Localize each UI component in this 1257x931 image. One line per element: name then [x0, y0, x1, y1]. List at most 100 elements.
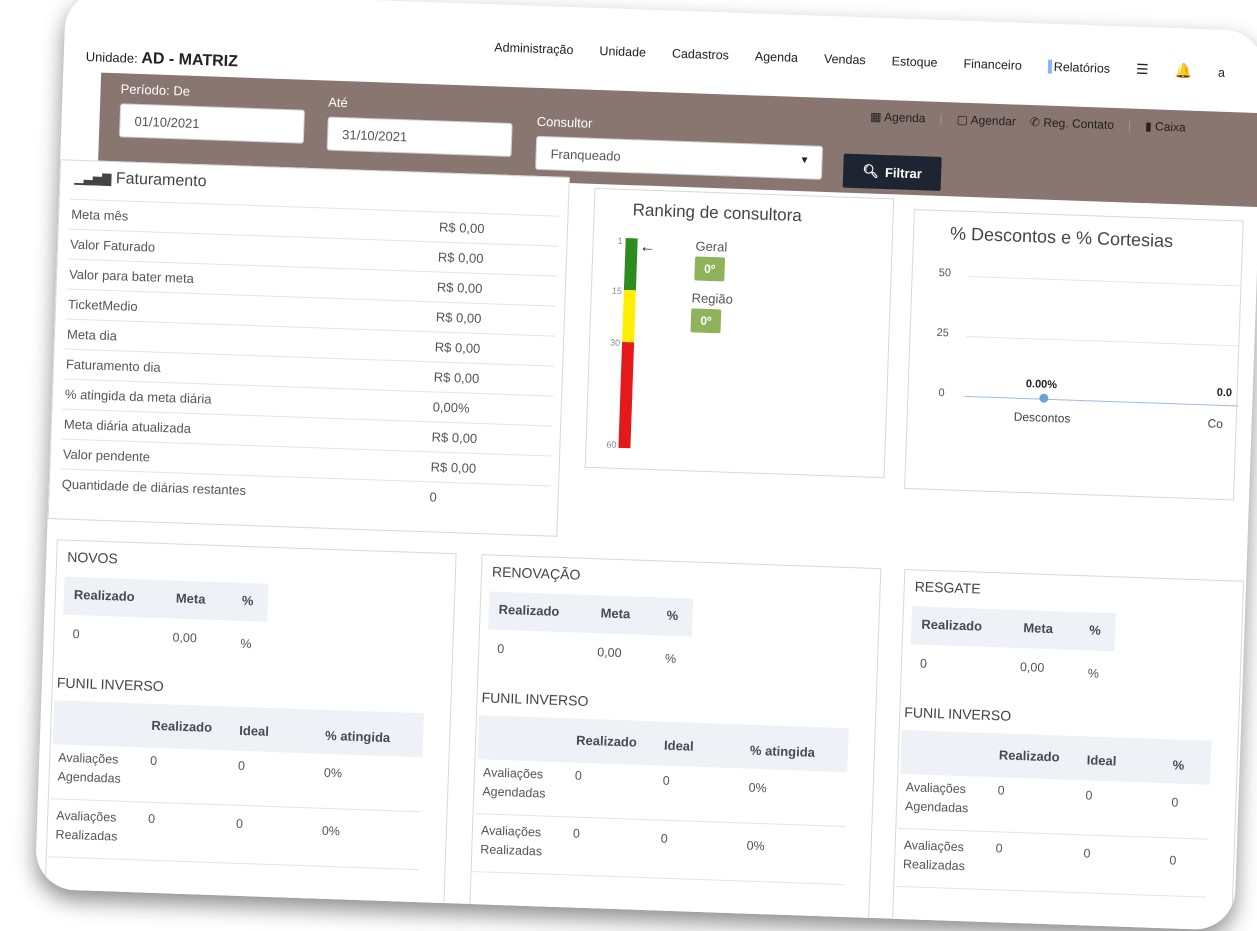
nav-financeiro[interactable]: Financeiro: [963, 56, 1023, 73]
faturamento-title: ▁▃▅▇ Faturamento: [74, 169, 207, 192]
funil-row-label: Avaliações: [55, 808, 117, 825]
funil-row-realizado: 0: [574, 768, 583, 783]
indicator-sections: NOVOS Realizado Meta% 0 0,00% FUNIL INVERSO Re…: [44, 0, 1257, 931]
calendar-icon: ▦: [869, 109, 882, 124]
agendar-action[interactable]: ▢ Agendar: [956, 112, 1016, 128]
nav-cadastros[interactable]: Cadastros: [671, 46, 730, 63]
summary-header-meta: Meta: [600, 605, 631, 622]
summary-meta: 0,00: [597, 645, 622, 661]
faturamento-row-label: Valor para bater meta: [68, 266, 195, 286]
funil-row-realizado: 0: [572, 826, 581, 841]
list-icon[interactable]: ☰: [1135, 60, 1149, 78]
funil-row-realizado: 0: [995, 841, 1003, 856]
funil-title: FUNIL INVERSO: [904, 704, 1012, 724]
consultant-select-value: Franqueado: [550, 146, 621, 164]
gauge-green-segment: [623, 238, 638, 291]
funil-row-realizado: 0: [997, 783, 1005, 798]
section-title: RENOVAÇÃO: [491, 563, 581, 583]
funil-row-label: Agendadas: [482, 784, 546, 801]
funil-row-ideal: 0: [660, 831, 668, 846]
unit-indicator: Unidade: AD - MATRIZ: [85, 48, 238, 71]
nav-administracao[interactable]: Administração: [494, 39, 574, 57]
faturamento-row-value: R$ 0,00: [430, 459, 477, 476]
funil-header-realizado: Realizado: [998, 747, 1060, 765]
funil-row-label: Agendadas: [57, 769, 122, 786]
gauge-tick: 1: [617, 235, 623, 246]
funil-row-pct: 0%: [746, 838, 765, 854]
funil-row-ideal: 0: [237, 758, 246, 774]
funil-row-ideal: 0: [662, 773, 671, 788]
quick-actions: ▦ Agenda | ▢ Agendar ✆ Reg. Contato | ▮ …: [870, 109, 1186, 134]
reg-contato-action[interactable]: ✆ Reg. Contato: [1030, 115, 1115, 132]
row-divider: [473, 871, 844, 886]
bookmark-icon: ▮: [1144, 119, 1152, 134]
x-axis-label: Co: [1207, 416, 1224, 431]
chevron-down-icon: ▼: [799, 155, 810, 167]
faturamento-row-label: Meta diária atualizada: [63, 416, 192, 436]
row-divider: [898, 827, 1209, 840]
signal-bars-icon: ▁▃▅▇: [74, 170, 112, 187]
agendar-action-label: Agendar: [970, 112, 1017, 129]
funil-header-ideal: Ideal: [1086, 752, 1117, 769]
funil-title: FUNIL INVERSO: [56, 674, 164, 695]
caixa-action-label: Caixa: [1154, 119, 1186, 135]
row-divider: [896, 885, 1207, 898]
faturamento-row-label: Meta mês: [70, 206, 129, 224]
funil-row-ideal: 0: [235, 816, 244, 832]
summary-meta: 0,00: [172, 630, 198, 646]
period-from-label: Período: De: [120, 81, 191, 99]
period-from-input[interactable]: 01/10/2021: [118, 103, 306, 144]
section-title: NOVOS: [66, 548, 119, 567]
caixa-action[interactable]: ▮ Caixa: [1145, 119, 1186, 134]
funil-header-pct: % atingida: [324, 727, 391, 746]
funil-row-pct: 0: [1171, 795, 1179, 810]
agenda-action-label: Agenda: [883, 109, 926, 126]
funil-row-label: Avaliações: [58, 750, 119, 767]
bell-icon[interactable]: 🔔: [1174, 62, 1193, 79]
gauge-tick: 30: [609, 337, 621, 348]
descontos-title: % Descontos e % Cortesias: [949, 223, 1174, 252]
gridline: [966, 335, 1241, 347]
phone-icon: ✆: [1029, 115, 1041, 130]
summary-header-pct: %: [241, 592, 254, 609]
funil-row-label: Realizadas: [55, 827, 118, 844]
filter-button-label: Filtrar: [884, 164, 923, 181]
nav-estoque[interactable]: Estoque: [891, 53, 938, 70]
agenda-action[interactable]: ▦ Agenda: [870, 109, 926, 125]
faturamento-row-value: R$ 0,00: [436, 279, 483, 297]
funil-row-ideal: 0: [1083, 846, 1091, 861]
faturamento-row-label: Quantidade de diárias restantes: [61, 476, 247, 498]
funil-row-label: Avaliações: [482, 765, 544, 782]
section-panel: RENOVAÇÃO Realizado Meta% 0 0,00% FUNIL INVER…: [469, 554, 882, 928]
funil-header-ideal: Ideal: [239, 722, 270, 739]
summary-realizado: 0: [919, 656, 928, 671]
summary-header-pct: %: [1089, 622, 1102, 638]
funil-row-label: Avaliações: [480, 823, 542, 840]
gauge-tick: 60: [606, 439, 617, 450]
geral-label: Geral: [695, 238, 728, 255]
nav-unidade[interactable]: Unidade: [599, 43, 647, 60]
period-to-input[interactable]: 31/10/2021: [326, 116, 513, 157]
regiao-badge: 0º: [690, 308, 722, 334]
y-axis-tick: 50: [938, 266, 952, 280]
gridline: [968, 276, 1243, 287]
gauge-yellow-segment: [622, 289, 636, 343]
ranking-title: Ranking de consultora: [632, 200, 803, 226]
nav-agenda[interactable]: Agenda: [754, 48, 799, 65]
filter-button[interactable]: 🔍︎ Filtrar: [842, 153, 942, 191]
summary-header-realizado: Realizado: [921, 616, 983, 634]
consultant-select[interactable]: Franqueado ▼: [535, 135, 824, 180]
geral-badge: 0º: [694, 256, 726, 282]
section-title: RESGATE: [914, 578, 981, 597]
nav-truncated-item[interactable]: a: [1217, 65, 1226, 80]
funil-row-realizado: 0: [147, 811, 156, 826]
faturamento-row-value: R$ 0,00: [435, 309, 482, 327]
faturamento-row-value: R$ 0,00: [433, 369, 480, 386]
nav-vendas[interactable]: Vendas: [823, 51, 866, 67]
arrow-left-icon: ←: [639, 238, 656, 257]
nav-relatorios[interactable]: Relatórios: [1047, 59, 1111, 76]
faturamento-row-value: R$ 0,00: [434, 339, 481, 357]
period-to-label: Até: [328, 94, 349, 111]
faturamento-row-value: R$ 0,00: [438, 219, 485, 237]
calendar-plus-icon: ▢: [956, 112, 969, 127]
